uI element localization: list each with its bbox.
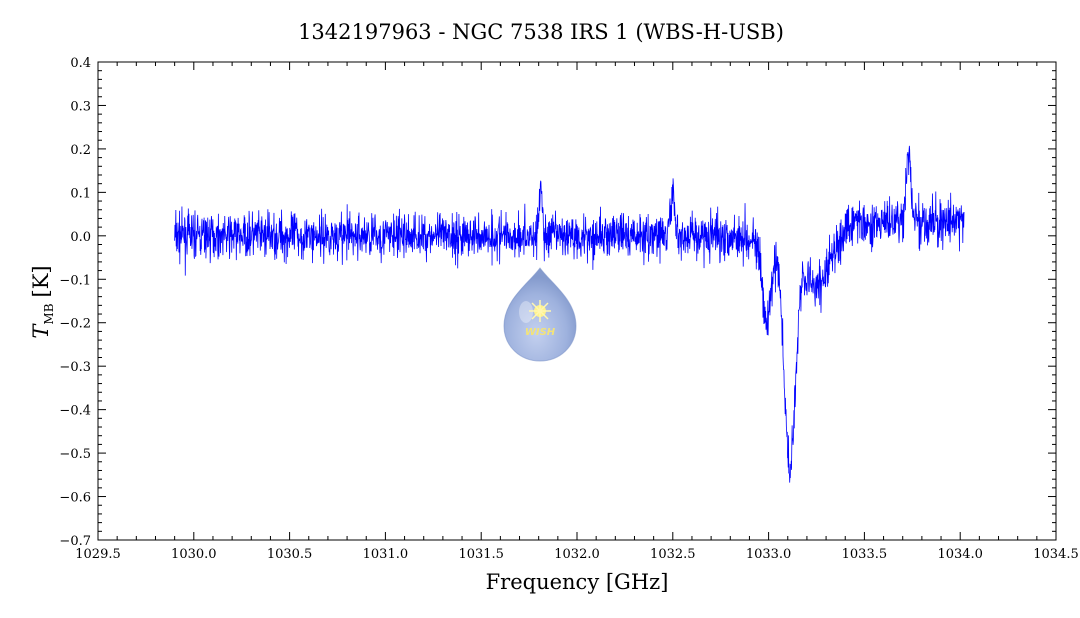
y-axis-label-main: T	[29, 323, 53, 339]
x-tick-label: 1033.5	[842, 547, 888, 562]
svg-text:TMB[K]: TMB [K]	[29, 265, 56, 338]
x-tick-label: 1030.0	[171, 547, 217, 562]
y-tick-label: 0.3	[70, 99, 91, 114]
x-tick-label: 1030.5	[267, 547, 313, 562]
x-tick-label: 1031.0	[363, 547, 409, 562]
y-tick-label: −0.1	[59, 273, 91, 288]
y-axis-label-unit: [K]	[29, 265, 53, 297]
y-axis-ticks: 0.4 0.3 0.2 0.1 0.0 −0.1 −0.2 −0.3 −0.4 −0.5 −0.6 −…	[59, 56, 1056, 549]
logo-text: WISH	[525, 327, 556, 338]
chart-title: 1342197963 - NGC 7538 IRS 1 (WBS-H-USB)	[298, 20, 784, 44]
y-tick-label: −0.5	[59, 447, 91, 462]
y-tick-label: 0.0	[70, 230, 91, 245]
x-axis-ticks: 1029.5 1030.0 1030.5 1031.0 1031.5 1032.0 1032…	[75, 62, 1079, 562]
y-axis-label-sub: MB	[42, 303, 56, 324]
x-tick-label: 1034.0	[937, 547, 983, 562]
wish-logo: WISH	[503, 267, 577, 362]
y-tick-label: −0.6	[59, 491, 91, 506]
y-axis-label: TMB [K]	[29, 265, 56, 338]
y-tick-label: −0.2	[59, 317, 91, 332]
x-axis-label: Frequency [GHz]	[486, 570, 669, 594]
x-tick-label: 1033.0	[746, 547, 792, 562]
x-tick-label: 1032.0	[554, 547, 600, 562]
y-tick-label: −0.7	[59, 534, 91, 549]
x-tick-label: 1029.5	[75, 547, 121, 562]
y-tick-label: 0.4	[70, 56, 91, 71]
series-line	[174, 145, 965, 483]
logo-star-icon	[529, 300, 551, 322]
x-tick-label: 1031.5	[458, 547, 504, 562]
y-tick-label: 0.2	[70, 143, 91, 158]
y-tick-label: −0.4	[59, 404, 91, 419]
plot-frame	[97, 61, 1057, 541]
x-tick-label: 1032.5	[650, 547, 696, 562]
logo-highlight	[519, 301, 533, 323]
x-tick-label: 1034.5	[1033, 547, 1079, 562]
y-tick-label: 0.1	[70, 186, 91, 201]
y-tick-label: −0.3	[59, 360, 91, 375]
